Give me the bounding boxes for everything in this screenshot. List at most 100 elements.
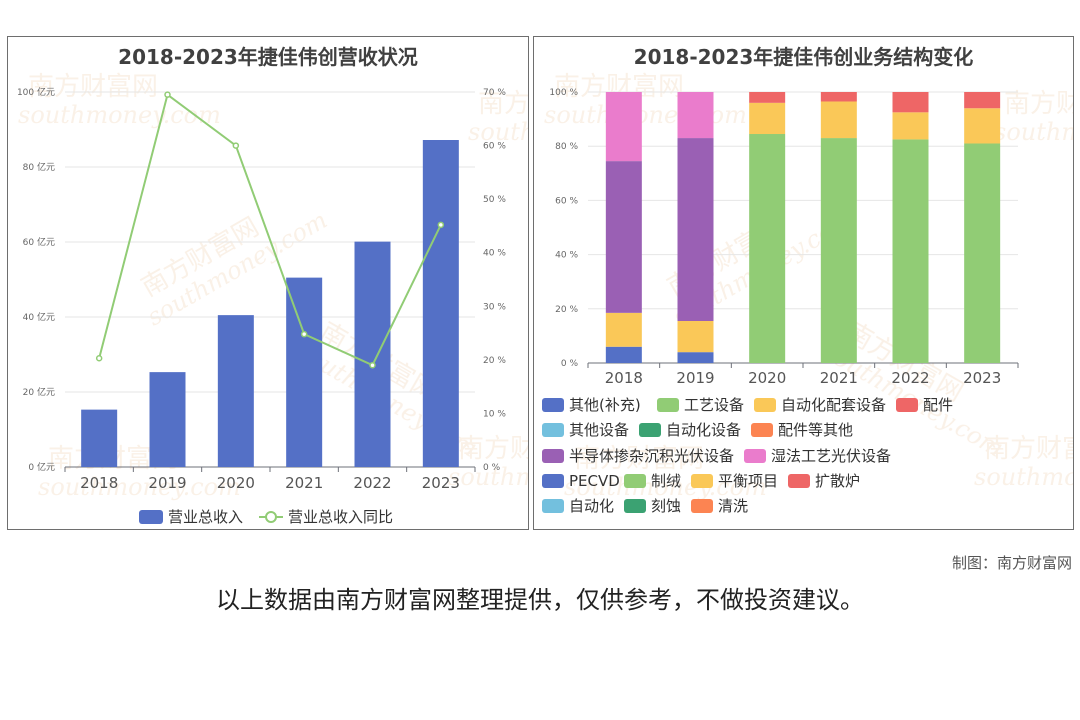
legend-swatch xyxy=(624,474,646,488)
revenue-chart-svg: 南方财富网southmoney.com南方财富网southmoney.com南方… xyxy=(17,72,529,526)
stack-segment xyxy=(677,352,714,363)
revenue-chart-panel: 2018-2023年捷佳伟创营收状况 南方财富网 southmoney.com 南方… xyxy=(7,36,529,530)
stack-segment xyxy=(749,102,786,135)
stack-segment xyxy=(677,92,714,139)
legend-label: 扩散炉 xyxy=(815,472,860,490)
legend-swatch xyxy=(691,474,713,488)
y-tick-label: 40 % xyxy=(555,251,578,261)
legend-swatch-revenue xyxy=(139,510,163,524)
legend-label: 配件 xyxy=(923,396,953,414)
x-tick-label: 2018 xyxy=(605,369,643,387)
legend-swatch xyxy=(744,449,766,463)
x-tick-label: 2020 xyxy=(748,369,786,387)
y-right-tick-label: 70 % xyxy=(483,88,506,98)
legend-label: 自动化设备 xyxy=(666,421,741,439)
y-tick-label: 60 % xyxy=(555,196,578,206)
y-tick-label: 100 % xyxy=(549,88,578,98)
structure-chart-panel: 2018-2023年捷佳伟创业务结构变化 南方财富网 southmoney.com… xyxy=(533,36,1074,530)
legend-swatch xyxy=(751,423,773,437)
stack-segment xyxy=(892,139,929,363)
legend-label: 其他(补充) xyxy=(569,396,641,414)
stack-segment xyxy=(749,92,786,103)
legend-label: PECVD xyxy=(569,472,620,490)
y-left-tick-label: 60 亿元 xyxy=(23,236,55,248)
y-right-tick-label: 10 % xyxy=(483,409,506,419)
watermark-cn: 南方财富网 xyxy=(478,89,529,119)
y-tick-label: 0 % xyxy=(561,359,579,369)
x-tick-label: 2022 xyxy=(353,474,391,492)
yoy-point xyxy=(300,330,308,338)
stack-segment xyxy=(964,92,1001,109)
stack-segment xyxy=(605,92,642,162)
stack-segment xyxy=(892,92,929,113)
legend-swatch xyxy=(788,474,810,488)
y-right-tick-label: 30 % xyxy=(483,302,506,312)
revenue-bar xyxy=(217,315,254,467)
stack-segment xyxy=(820,101,857,139)
legend-swatch xyxy=(896,398,918,412)
y-left-tick-label: 40 亿元 xyxy=(23,311,55,323)
yoy-point xyxy=(164,91,171,98)
legend-label: 刻蚀 xyxy=(651,497,681,515)
y-right-tick-label: 60 % xyxy=(483,142,506,152)
legend-label: 配件等其他 xyxy=(778,421,853,439)
watermark-cn: 南方财富网 xyxy=(984,434,1074,464)
legend-swatch xyxy=(624,499,646,513)
legend-marker-yoy xyxy=(265,511,277,523)
watermark-en: southmoney.com xyxy=(544,101,747,129)
legend-label: 制绒 xyxy=(651,472,681,490)
x-tick-label: 2019 xyxy=(148,474,186,492)
watermark-cn: 南方财富网 xyxy=(574,444,704,474)
watermark-en: southmoney.com xyxy=(18,101,221,129)
y-right-tick-label: 50 % xyxy=(483,195,506,205)
revenue-bar xyxy=(81,409,118,467)
legend-label: 自动化 xyxy=(569,497,614,515)
watermark-cn: 南方财富网 xyxy=(1004,89,1074,119)
legend-label: 平衡项目 xyxy=(718,472,778,490)
watermark-cn: 南方财富网 xyxy=(458,434,529,464)
x-tick-label: 2020 xyxy=(217,474,255,492)
revenue-bar xyxy=(422,140,459,467)
legend-label-revenue: 营业总收入 xyxy=(168,508,243,526)
watermark-en: southmoney.com xyxy=(448,463,529,491)
legend-swatch xyxy=(542,423,564,437)
disclaimer-text: 以上数据由南方财富网整理提供，仅供参考，不做投资建议。 xyxy=(216,586,864,614)
y-right-tick-label: 40 % xyxy=(483,249,506,259)
legend-swatch xyxy=(542,499,564,513)
structure-chart-title: 2018-2023年捷佳伟创业务结构变化 xyxy=(633,45,974,69)
structure-chart-svg: 南方财富网southmoney.com南方财富网southmoney.com南方… xyxy=(542,72,1074,515)
watermark-en: southmoney.com xyxy=(564,473,767,501)
stack-segment xyxy=(605,161,642,313)
x-tick-label: 2018 xyxy=(80,474,118,492)
stack-segment xyxy=(749,134,786,363)
stack-segment xyxy=(677,320,714,353)
stack-segment xyxy=(964,143,1001,363)
yoy-line xyxy=(98,92,442,367)
x-tick-label: 2021 xyxy=(285,474,323,492)
revenue-chart-title: 2018-2023年捷佳伟创营收状况 xyxy=(118,45,418,69)
revenue-bar xyxy=(286,277,323,467)
y-left-tick-label: 80 亿元 xyxy=(23,161,55,173)
y-tick-label: 20 % xyxy=(555,305,578,315)
x-tick-label: 2019 xyxy=(676,369,714,387)
revenue-bar xyxy=(354,241,391,467)
legend-label: 清洗 xyxy=(718,497,748,515)
legend-label: 自动化配套设备 xyxy=(781,396,886,414)
legend-swatch xyxy=(639,423,661,437)
y-right-tick-label: 0 % xyxy=(483,463,501,473)
stack-segment xyxy=(820,92,857,102)
legend-label: 半导体掺杂沉积光伏设备 xyxy=(569,447,734,465)
y-left-tick-label: 100 亿元 xyxy=(17,86,55,98)
legend-label: 工艺设备 xyxy=(684,396,744,414)
legend-swatch xyxy=(542,398,564,412)
yoy-point xyxy=(95,355,103,362)
legend-swatch xyxy=(657,398,679,412)
stack-segment xyxy=(605,346,642,363)
revenue-bar xyxy=(149,372,186,467)
